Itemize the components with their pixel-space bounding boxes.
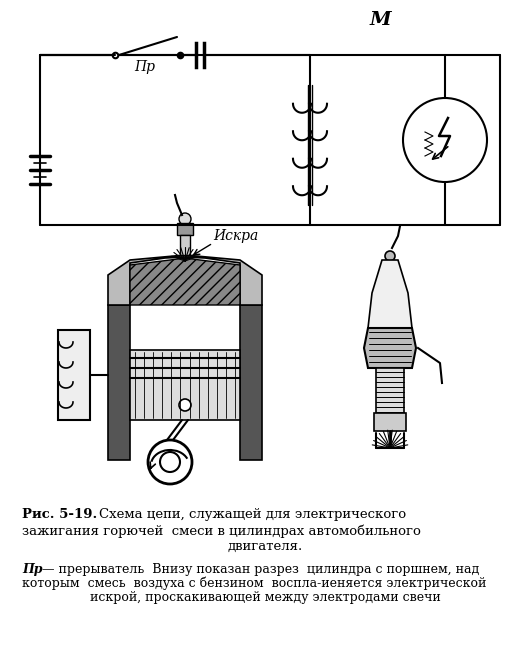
Polygon shape (108, 255, 262, 305)
Bar (58, 330, 90, 420)
Bar (374, 413, 406, 431)
Polygon shape (376, 368, 404, 413)
Text: Схема цепи, служащей для электрического: Схема цепи, служащей для электрического (99, 508, 406, 521)
Text: Пр: Пр (22, 563, 42, 576)
Text: Пр: Пр (135, 60, 155, 74)
Bar (130, 350, 240, 420)
Circle shape (385, 251, 395, 261)
Text: двигателя.: двигателя. (227, 540, 303, 553)
Polygon shape (368, 260, 412, 328)
Text: — прерыватель  Внизу показан разрез  цилиндра с поршнем, над: — прерыватель Внизу показан разрез цилин… (38, 563, 479, 576)
Text: Рис. 5-19.: Рис. 5-19. (22, 508, 97, 521)
Text: М: М (369, 11, 391, 29)
Circle shape (160, 452, 180, 472)
Text: искрой, проскакивающей между электродами свечи: искрой, проскакивающей между электродами… (90, 591, 440, 604)
Polygon shape (364, 328, 416, 368)
Polygon shape (130, 258, 240, 305)
Circle shape (179, 399, 191, 411)
Circle shape (179, 213, 191, 225)
Bar (180, 235, 190, 255)
Bar (177, 223, 193, 235)
Bar (240, 305, 262, 460)
Text: которым  смесь  воздуха с бензином  воспла­иеняется электрической: которым смесь воздуха с бензином воспла­… (22, 577, 487, 590)
Bar (108, 305, 130, 460)
Text: Искра: Искра (213, 229, 258, 243)
Text: зажигания горючей  смеси в цилиндрах автомобильного: зажигания горючей смеси в цилиндрах авто… (22, 524, 421, 537)
